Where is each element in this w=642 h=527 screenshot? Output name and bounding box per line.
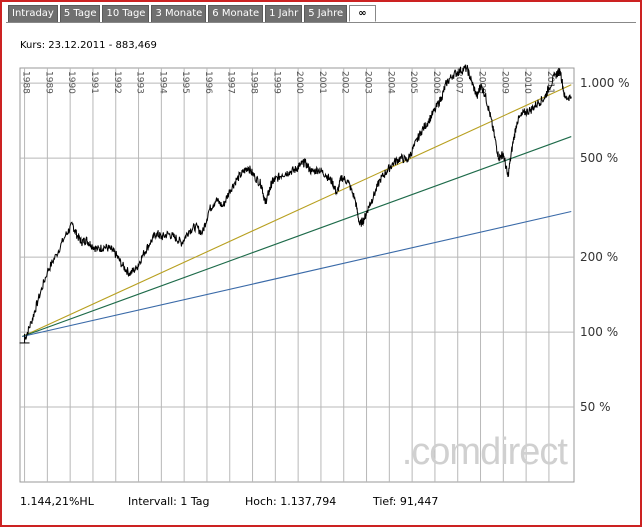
x-tick-label: 2003 [363, 71, 373, 94]
y-tick-label: 50 % [580, 400, 611, 414]
x-tick-label: 2011 [545, 71, 555, 94]
x-tick-label: 1996 [203, 71, 213, 94]
performance-value: 1.144,21%HL [20, 495, 94, 508]
x-tick-label: 2005 [408, 71, 418, 94]
trend-line-2 [22, 136, 572, 338]
tab-5-tage[interactable]: 5 Tage [59, 5, 101, 22]
x-tick-label: 1997 [226, 71, 236, 94]
x-tick-label: 1995 [180, 71, 190, 94]
x-tick-label: 2001 [317, 71, 327, 94]
trend-line-1 [22, 84, 572, 338]
trend-line-3 [22, 210, 572, 338]
x-tick-label: 2000 [294, 71, 304, 94]
x-tick-label: 1989 [43, 71, 53, 94]
price-info: Kurs: 23.12.2011 - 883,469 [20, 40, 157, 51]
x-tick-label: 2008 [477, 71, 487, 94]
y-tick-label: 200 % [580, 250, 618, 264]
x-tick-label: 2006 [431, 71, 441, 94]
price-line [24, 64, 572, 341]
y-tick-label: 500 % [580, 151, 618, 165]
x-tick-label: 1999 [271, 71, 281, 94]
tab-max[interactable]: ∞ [349, 5, 376, 22]
interval-value: Intervall: 1 Tag [128, 495, 210, 508]
tab-intraday[interactable]: Intraday [8, 5, 58, 22]
low-value: Tief: 91,447 [373, 495, 439, 508]
tab-5-jahre[interactable]: 5 Jahre [304, 5, 348, 22]
x-tick-label: 2009 [499, 71, 509, 94]
y-tick-label: 100 % [580, 325, 618, 339]
x-tick-label: 2002 [340, 71, 350, 94]
x-tick-label: 2007 [454, 71, 464, 94]
tab-divider [6, 22, 636, 23]
x-tick-label: 1991 [89, 71, 99, 94]
comdirect-watermark: .comdirect [402, 431, 569, 473]
plot-area [19, 67, 575, 483]
x-tick-label: 1994 [157, 71, 167, 94]
timeframe-tabs: Intraday 5 Tage 10 Tage 3 Monate 6 Monate 1 J… [8, 5, 378, 22]
x-tick-label: 1990 [66, 71, 76, 94]
tab-1-jahr[interactable]: 1 Jahr [265, 5, 303, 22]
x-tick-label: 2010 [522, 71, 532, 94]
price-chart: 1.000 % 500 % 200 % 100 % 50 % 1988 1989 1990 19… [19, 64, 630, 483]
x-tick-label: 1993 [135, 71, 145, 94]
tab-6-monate[interactable]: 6 Monate [208, 5, 264, 22]
x-tick-label: 2004 [385, 71, 395, 94]
high-value: Hoch: 1.137,794 [245, 495, 337, 508]
x-tick-label: 1992 [112, 71, 122, 94]
tab-3-monate[interactable]: 3 Monate [151, 5, 207, 22]
x-tick-label: 1998 [249, 71, 259, 94]
x-tick-label: 1988 [21, 71, 31, 94]
tab-10-tage[interactable]: 10 Tage [102, 5, 150, 22]
y-tick-label: 1.000 % [580, 76, 630, 90]
